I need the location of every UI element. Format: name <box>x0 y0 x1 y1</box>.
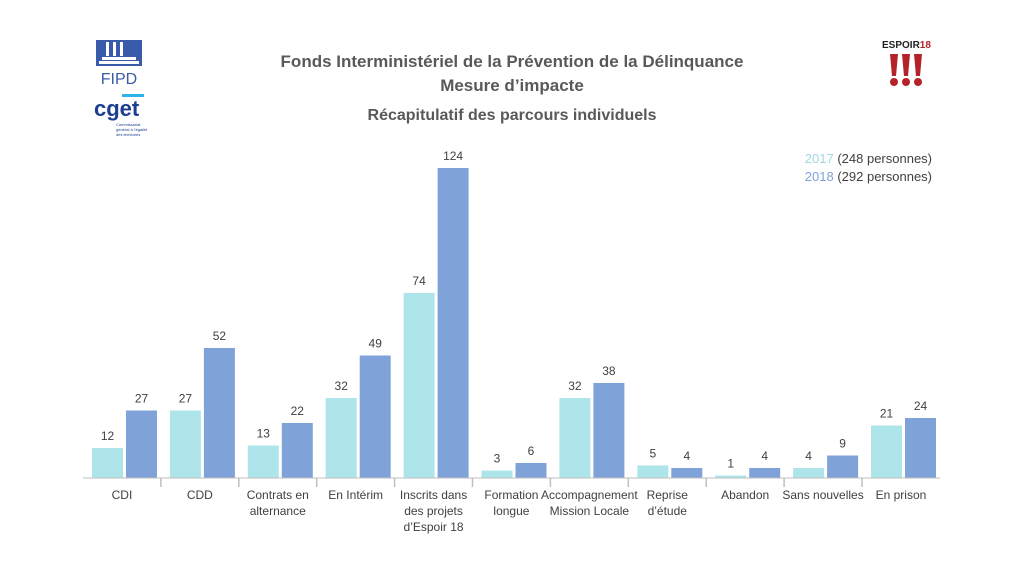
category-label: Mission Locale <box>550 504 630 518</box>
category-label: En Intérim <box>328 488 383 502</box>
data-label: 52 <box>213 329 227 343</box>
bar-2018 <box>671 468 703 478</box>
category-label: Sans nouvelles <box>782 488 863 502</box>
bar-2018 <box>749 468 781 478</box>
category-label: CDI <box>112 488 133 502</box>
legend-year: 2017 <box>804 151 834 166</box>
bar-2017 <box>793 468 825 478</box>
category-label: En prison <box>876 488 927 502</box>
category-label: longue <box>493 504 529 518</box>
fipd-logo: FIPD <box>96 40 142 91</box>
bar-2018 <box>203 348 235 478</box>
data-label: 4 <box>761 449 768 463</box>
bar-2017 <box>325 398 357 478</box>
svg-text:ESPOIR18: ESPOIR18 <box>882 40 931 51</box>
svg-text:cget: cget <box>94 96 140 121</box>
bar-2017 <box>637 465 669 478</box>
svg-text:FIPD: FIPD <box>101 71 137 86</box>
legend: 2017 (248 personnes) 2018 (292 personnes… <box>805 150 932 186</box>
bar-2018 <box>827 455 859 478</box>
category-label: Reprise <box>647 488 689 502</box>
category-label: Inscrits dans <box>400 488 467 502</box>
legend-year: 2018 <box>804 169 834 184</box>
data-label: 5 <box>649 447 656 461</box>
bar-2018 <box>359 355 391 478</box>
data-label: 49 <box>369 337 383 351</box>
data-label: 9 <box>839 437 846 451</box>
category-label: Abandon <box>721 488 769 502</box>
data-label: 27 <box>135 392 149 406</box>
bar-2017 <box>92 448 123 478</box>
data-label: 1 <box>727 457 734 471</box>
legend-item-2018: 2018 (292 personnes) <box>804 169 932 184</box>
data-label: 6 <box>528 444 535 458</box>
bar-2018 <box>126 410 157 478</box>
data-label: 32 <box>568 379 582 393</box>
chart-title: Récapitulatif des parcours individuels <box>367 107 657 124</box>
page-title: Fonds Interministériel de la Prévention … <box>280 52 744 71</box>
data-label: 4 <box>683 449 690 463</box>
bar-2018 <box>905 418 936 478</box>
category-label: Formation <box>484 488 538 502</box>
bar-2017 <box>169 410 201 478</box>
espoir18-logo: ESPOIR18 <box>878 38 938 95</box>
data-label: 3 <box>494 452 501 466</box>
data-label: 21 <box>880 407 894 421</box>
data-label: 22 <box>291 404 305 418</box>
bar-2018 <box>281 423 313 478</box>
svg-text:général à l’égalité: général à l’égalité <box>116 127 148 132</box>
data-label: 12 <box>101 429 115 443</box>
data-label: 24 <box>914 399 928 413</box>
bar-2018 <box>593 383 625 478</box>
data-label: 27 <box>179 392 193 406</box>
data-label: 124 <box>443 149 463 163</box>
data-label: 13 <box>257 427 271 441</box>
svg-text:des territoires: des territoires <box>116 132 140 137</box>
bar-2018 <box>515 463 547 478</box>
data-label: 38 <box>602 364 616 378</box>
category-label: Contrats en <box>247 488 309 502</box>
category-label: d’étude <box>648 504 688 518</box>
bar-2017 <box>559 398 591 478</box>
data-label: 4 <box>805 449 812 463</box>
category-label: Accompagnement <box>541 488 638 502</box>
legend-item-2017: 2017 (248 personnes) <box>804 151 932 166</box>
bar-2017 <box>403 293 435 478</box>
bar-2017 <box>715 475 747 478</box>
page-subtitle: Mesure d’impacte <box>440 76 584 95</box>
category-label: CDD <box>187 488 213 502</box>
category-label: d’Espoir 18 <box>404 520 464 534</box>
bar-2018 <box>437 168 469 478</box>
bar-2017 <box>871 425 902 478</box>
bar-2017 <box>481 470 513 478</box>
category-label: alternance <box>250 504 306 518</box>
category-label: des projets <box>404 504 463 518</box>
cget-logo: cget Commissariat général à l’égalité des … <box>94 94 150 147</box>
svg-text:Commissariat: Commissariat <box>116 122 141 127</box>
data-label: 74 <box>412 274 426 288</box>
bar-2017 <box>247 445 279 478</box>
data-label: 32 <box>335 379 349 393</box>
